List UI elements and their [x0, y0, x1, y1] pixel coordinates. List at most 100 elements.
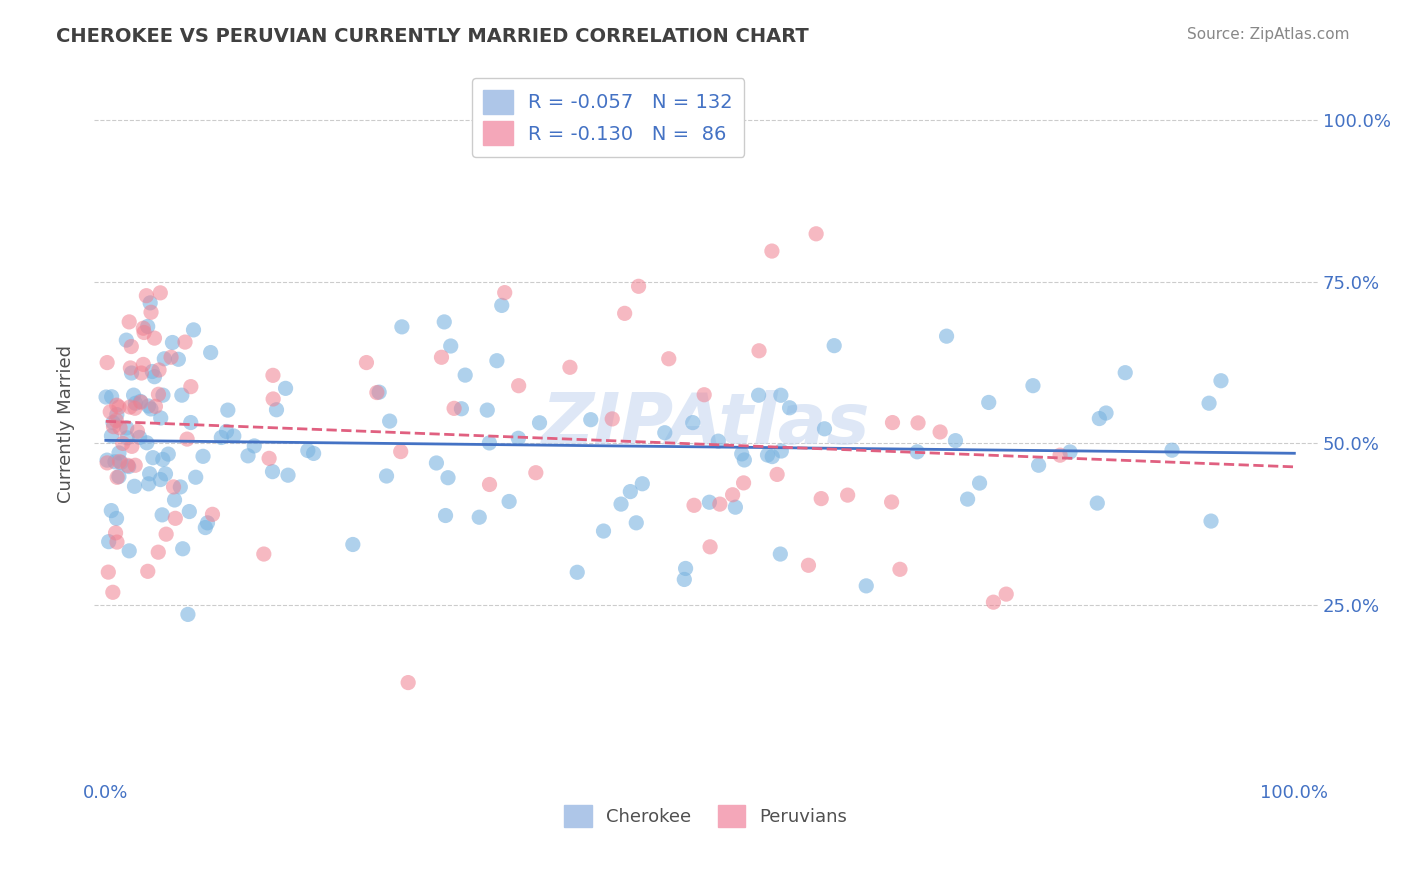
- Text: CHEROKEE VS PERUVIAN CURRENTLY MARRIED CORRELATION CHART: CHEROKEE VS PERUVIAN CURRENTLY MARRIED C…: [56, 27, 808, 45]
- Point: [136, 564, 159, 578]
- Point: [342, 537, 364, 551]
- Point: [579, 413, 602, 427]
- Point: [699, 540, 721, 554]
- Point: [148, 387, 170, 401]
- Point: [157, 447, 180, 461]
- Point: [132, 321, 155, 335]
- Point: [148, 545, 170, 559]
- Point: [138, 476, 160, 491]
- Point: [115, 431, 138, 445]
- Point: [180, 416, 202, 430]
- Point: [756, 448, 779, 462]
- Point: [120, 361, 142, 376]
- Legend: Cherokee, Peruvians: Cherokee, Peruvians: [557, 798, 855, 835]
- Point: [215, 425, 238, 439]
- Point: [855, 579, 877, 593]
- Point: [149, 473, 172, 487]
- Point: [118, 400, 141, 414]
- Point: [378, 414, 401, 428]
- Point: [693, 388, 716, 402]
- Point: [675, 561, 697, 575]
- Point: [179, 504, 201, 518]
- Point: [995, 587, 1018, 601]
- Point: [485, 353, 508, 368]
- Point: [105, 398, 128, 412]
- Point: [478, 436, 501, 450]
- Point: [524, 466, 547, 480]
- Point: [160, 350, 183, 364]
- Point: [494, 285, 516, 300]
- Point: [443, 401, 465, 416]
- Point: [707, 434, 730, 449]
- Point: [682, 416, 704, 430]
- Point: [118, 459, 141, 474]
- Point: [149, 411, 172, 425]
- Point: [619, 484, 641, 499]
- Point: [262, 368, 284, 383]
- Point: [673, 573, 696, 587]
- Point: [105, 511, 128, 525]
- Point: [108, 446, 131, 460]
- Point: [100, 390, 122, 404]
- Point: [100, 503, 122, 517]
- Point: [905, 445, 928, 459]
- Point: [139, 305, 162, 319]
- Point: [124, 401, 146, 416]
- Point: [117, 458, 139, 473]
- Point: [104, 455, 127, 469]
- Point: [567, 566, 589, 580]
- Point: [96, 453, 118, 467]
- Point: [748, 343, 770, 358]
- Point: [105, 535, 128, 549]
- Point: [683, 498, 706, 512]
- Point: [1028, 458, 1050, 473]
- Point: [498, 494, 520, 508]
- Point: [180, 379, 202, 393]
- Point: [391, 319, 413, 334]
- Point: [236, 449, 259, 463]
- Point: [174, 334, 197, 349]
- Point: [882, 416, 904, 430]
- Point: [145, 400, 167, 414]
- Point: [122, 388, 145, 402]
- Point: [135, 435, 157, 450]
- Point: [155, 527, 177, 541]
- Point: [468, 510, 491, 524]
- Point: [1049, 448, 1071, 462]
- Point: [434, 508, 457, 523]
- Point: [132, 358, 155, 372]
- Point: [201, 508, 224, 522]
- Point: [709, 497, 731, 511]
- Point: [153, 351, 176, 366]
- Point: [766, 467, 789, 482]
- Point: [983, 595, 1005, 609]
- Point: [124, 479, 146, 493]
- Point: [143, 331, 166, 345]
- Point: [437, 471, 460, 485]
- Point: [97, 534, 120, 549]
- Point: [200, 345, 222, 359]
- Point: [222, 429, 245, 443]
- Point: [813, 422, 835, 436]
- Point: [1199, 514, 1222, 528]
- Point: [969, 476, 991, 491]
- Point: [425, 456, 447, 470]
- Point: [761, 244, 783, 258]
- Point: [108, 454, 131, 468]
- Point: [592, 524, 614, 538]
- Point: [155, 467, 177, 481]
- Point: [731, 447, 754, 461]
- Point: [302, 446, 325, 460]
- Point: [120, 339, 142, 353]
- Point: [748, 388, 770, 402]
- Point: [131, 366, 153, 380]
- Point: [658, 351, 681, 366]
- Point: [699, 495, 721, 509]
- Point: [257, 451, 280, 466]
- Point: [105, 413, 128, 427]
- Point: [184, 470, 207, 484]
- Point: [1088, 411, 1111, 425]
- Point: [356, 355, 378, 369]
- Point: [143, 369, 166, 384]
- Point: [769, 388, 792, 402]
